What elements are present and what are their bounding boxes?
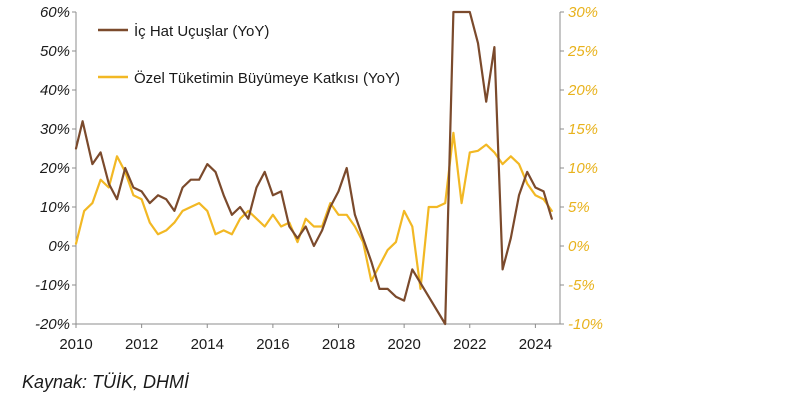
right-tick-label: -10%: [568, 316, 603, 333]
right-tick-label: 0%: [568, 238, 590, 255]
x-tick-label: 2022: [453, 336, 486, 353]
right-tick-label: -5%: [568, 277, 595, 294]
left-tick-label: -10%: [35, 277, 70, 294]
right-tick-label: 5%: [568, 199, 590, 216]
right-tick-label: 15%: [568, 121, 598, 138]
legend-label-domestic-flights: İç Hat Uçuşlar (YoY): [134, 22, 269, 40]
right-tick-label: 30%: [568, 4, 598, 21]
x-tick-label: 2010: [59, 336, 92, 353]
left-tick-label: 0%: [48, 238, 70, 255]
left-tick-label: -20%: [35, 316, 70, 333]
x-axis-ticks: 2010 2012 2014 2016 2018 2020 2022 2024: [59, 324, 552, 353]
x-tick-label: 2012: [125, 336, 158, 353]
legend-label-private-consumption: Özel Tüketimin Büyümeye Katkısı (YoY): [134, 69, 400, 87]
series-layer: [74, 10, 553, 326]
left-tick-label: 10%: [40, 199, 70, 216]
left-tick-label: 20%: [39, 160, 70, 177]
series-line-private-consumption: [74, 131, 553, 290]
chart-legend: İç Hat Uçuşlar (YoY) Özel Tüketimin Büyü…: [98, 22, 400, 87]
left-axis-ticks: 60% 50% 40% 30% 20% 10% 0% -10% -20%: [35, 4, 76, 333]
series-line-domestic-flights: [74, 10, 553, 326]
right-tick-label: 10%: [568, 160, 598, 177]
x-tick-label: 2018: [322, 336, 355, 353]
source-note: Kaynak: TÜİK, DHMİ: [22, 372, 190, 392]
left-tick-label: 40%: [40, 82, 70, 99]
left-tick-label: 30%: [40, 121, 70, 138]
x-tick-label: 2020: [387, 336, 420, 353]
left-tick-label: 50%: [40, 43, 70, 60]
left-tick-label: 60%: [40, 4, 70, 21]
line-chart: 60% 50% 40% 30% 20% 10% 0% -10% -20% 30% 25% 20% 15…: [35, 4, 603, 353]
right-axis-ticks: 30% 25% 20% 15% 10% 5% 0% -5% -10%: [560, 4, 603, 333]
chart-axes: [75, 12, 561, 325]
x-tick-label: 2016: [256, 336, 289, 353]
x-tick-label: 2014: [191, 336, 224, 353]
x-tick-label: 2024: [519, 336, 552, 353]
right-tick-label: 25%: [567, 43, 598, 60]
right-tick-label: 20%: [567, 82, 598, 99]
